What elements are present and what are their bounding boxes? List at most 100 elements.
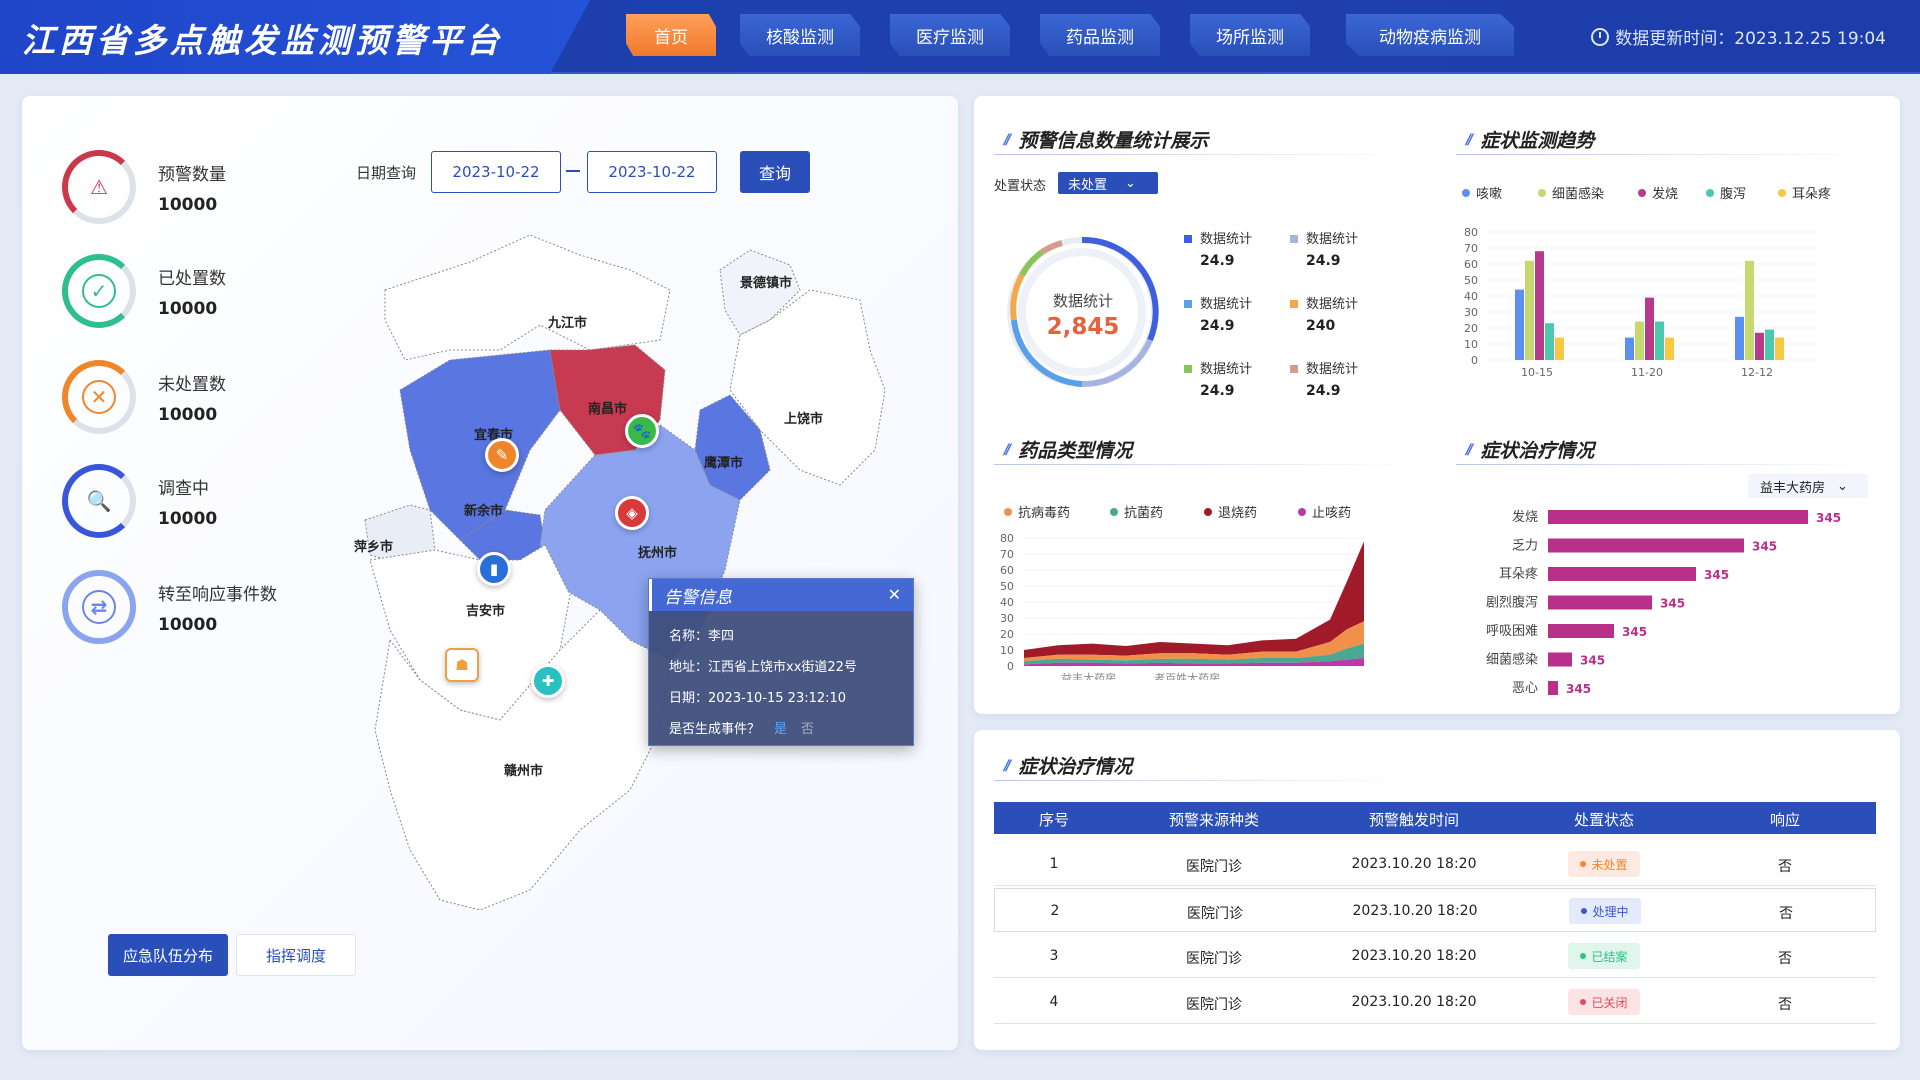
y-tick-label: 70 — [1464, 242, 1478, 255]
pharmacy-select[interactable]: 益丰大药房 ⌄ — [1748, 474, 1868, 498]
y-tick-label: 70 — [1000, 548, 1014, 561]
date-label: 日期查询 — [356, 164, 417, 182]
region-ganzhou — [374, 609, 671, 911]
donut-legend-item: 数据统计 240 — [1290, 293, 1358, 334]
city-label: 上饶市 — [784, 412, 824, 427]
query-button[interactable]: 查询 — [740, 151, 810, 193]
region-yichun — [399, 349, 561, 541]
tab-venue[interactable]: 场所监测 — [1190, 14, 1310, 56]
legend-item: 退烧药 — [1204, 502, 1257, 521]
city-label: 景德镇市 — [740, 276, 793, 291]
tab-animal[interactable]: 动物疫病监测 — [1346, 14, 1514, 56]
status-select[interactable]: 未处置 ⌄ — [1058, 172, 1158, 194]
legend-item: 耳朵疼 — [1778, 183, 1831, 202]
yes-option[interactable]: 是 — [774, 722, 788, 737]
section-title: 症状治疗情况 — [1004, 752, 1132, 779]
y-tick-label: 0 — [1471, 354, 1478, 367]
city-label: 鹰潭市 — [704, 456, 744, 471]
bar-value-label: 345 — [1704, 568, 1729, 582]
map-marker-syringe-icon[interactable]: ✎ — [485, 438, 519, 472]
jiangxi-map — [364, 234, 886, 911]
bar — [1665, 337, 1674, 360]
filter-label: 处置状态 — [994, 179, 1047, 194]
y-tick-label: 50 — [1464, 274, 1478, 287]
command-dispatch-button[interactable]: 指挥调度 — [236, 934, 356, 976]
page-title: 江西省多点触发监测预警平台 — [22, 21, 503, 60]
bar-category-label: 呼吸困难 — [1486, 624, 1538, 639]
city-label: 抚州市 — [638, 546, 678, 561]
bar — [1548, 652, 1572, 667]
stat-warning: ⚠ 预警数量 10000 — [62, 150, 226, 224]
area-series — [1024, 643, 1364, 665]
city-label: 萍乡市 — [354, 540, 394, 555]
status-badge: 处理中 — [1569, 898, 1641, 924]
section-title: 症状监测趋势 — [1466, 126, 1594, 153]
no-option[interactable]: 否 — [801, 722, 815, 737]
table-row[interactable]: 4 医院门诊 2023.10.20 18:20 已关闭否 — [994, 980, 1876, 1024]
team-distribution-button[interactable]: 应急队伍分布 — [108, 934, 228, 976]
table-row[interactable]: 3 医院门诊 2023.10.20 18:20 已结案否 — [994, 934, 1876, 978]
bar — [1548, 567, 1696, 581]
close-icon[interactable]: ✕ — [887, 585, 901, 604]
tab-drug[interactable]: 药品监测 — [1040, 14, 1160, 56]
update-time: 数据更新时间：2023.12.25 19:04 — [1591, 24, 1886, 49]
tab-medical[interactable]: 医疗监测 — [890, 14, 1010, 56]
bar-value-label: 345 — [1580, 654, 1605, 668]
legend-item: 细菌感染 — [1538, 183, 1604, 202]
status-badge: 已结案 — [1568, 943, 1640, 969]
map-marker-medicine-icon[interactable]: ✚ — [531, 664, 565, 698]
bar-category-label: 剧烈腹泻 — [1486, 595, 1538, 611]
y-tick-label: 50 — [1000, 580, 1014, 593]
y-tick-label: 40 — [1000, 596, 1014, 609]
symptom-trend-chart: 0 10 20 30 40 50 60 70 80 10-15 11-20 12-12 — [1464, 226, 1816, 379]
bar — [1635, 321, 1644, 360]
donut-legend-item: 数据统计 24.9 — [1184, 358, 1252, 399]
clock-icon — [1591, 27, 1610, 46]
end-date-input[interactable]: 2023-10-22 — [587, 151, 717, 193]
cross-icon: ✕ — [82, 380, 116, 414]
donut-legend-item: 数据统计 24.9 — [1184, 293, 1252, 334]
bar-category-label: 乏力 — [1512, 539, 1538, 554]
tab-home[interactable]: 首页 — [626, 14, 716, 56]
y-tick-label: 80 — [1000, 532, 1014, 545]
map-marker-venue-icon[interactable]: ☗ — [445, 648, 479, 682]
popup-date: 日期：2023-10-15 23:12:10 — [669, 691, 847, 706]
map-marker-alert-icon[interactable]: ◈ — [615, 496, 649, 530]
bar-value-label: 345 — [1752, 540, 1777, 554]
y-tick-label: 40 — [1464, 290, 1478, 303]
y-tick-label: 80 — [1464, 226, 1478, 239]
city-label: 赣州市 — [504, 764, 544, 779]
map-marker-hospital-icon[interactable]: ▮ — [477, 552, 511, 586]
donut-legend-item: 数据统计 24.9 — [1290, 228, 1358, 269]
section-title: 预警信息数量统计展示 — [1004, 126, 1208, 153]
table-header: 序号 预警来源种类 预警触发时间 处置状态 响应 — [994, 802, 1876, 834]
popup-question: 是否生成事件？是否 — [669, 722, 815, 737]
bar-category-label: 细菌感染 — [1486, 652, 1538, 668]
start-date-input[interactable]: 2023-10-22 — [431, 151, 561, 193]
area-series — [1024, 658, 1364, 666]
table-row[interactable]: 1 医院门诊 2023.10.20 18:20 未处置否 — [994, 842, 1876, 886]
bar — [1525, 260, 1534, 360]
popup-title: 告警信息 — [649, 579, 913, 611]
map-marker-animal-icon[interactable]: 🐾 — [625, 414, 659, 448]
stat-unhandled: ✕ 未处置数 10000 — [62, 360, 226, 434]
alert-popup: 告警信息 ✕ 名称：李四 地址：江西省上饶市xx街道22号 日期：2023-10… — [648, 578, 914, 746]
bar — [1655, 321, 1664, 360]
stats-panel — [974, 96, 1900, 714]
bar — [1755, 332, 1764, 360]
table-row[interactable]: 2 医院门诊 2023.10.20 18:20 处理中否 — [994, 888, 1876, 932]
legend-item: 止咳药 — [1298, 502, 1351, 521]
y-tick-label: 30 — [1464, 306, 1478, 319]
title-banner: 江西省多点触发监测预警平台 — [0, 0, 590, 74]
bar — [1555, 337, 1564, 360]
bar — [1548, 538, 1744, 553]
bar-category-label: 恶心 — [1512, 681, 1538, 696]
tab-nucleic[interactable]: 核酸监测 — [740, 14, 860, 56]
chevron-down-icon: ⌄ — [1125, 175, 1136, 191]
legend-item: 抗菌药 — [1110, 502, 1163, 521]
x-tick-label: 老百姓大药房 — [1154, 671, 1220, 680]
donut-center-label: 数据统计 — [1052, 292, 1113, 310]
bar — [1548, 595, 1652, 610]
y-tick-label: 30 — [1000, 612, 1014, 625]
x-tick-label: 10-15 — [1521, 366, 1553, 379]
